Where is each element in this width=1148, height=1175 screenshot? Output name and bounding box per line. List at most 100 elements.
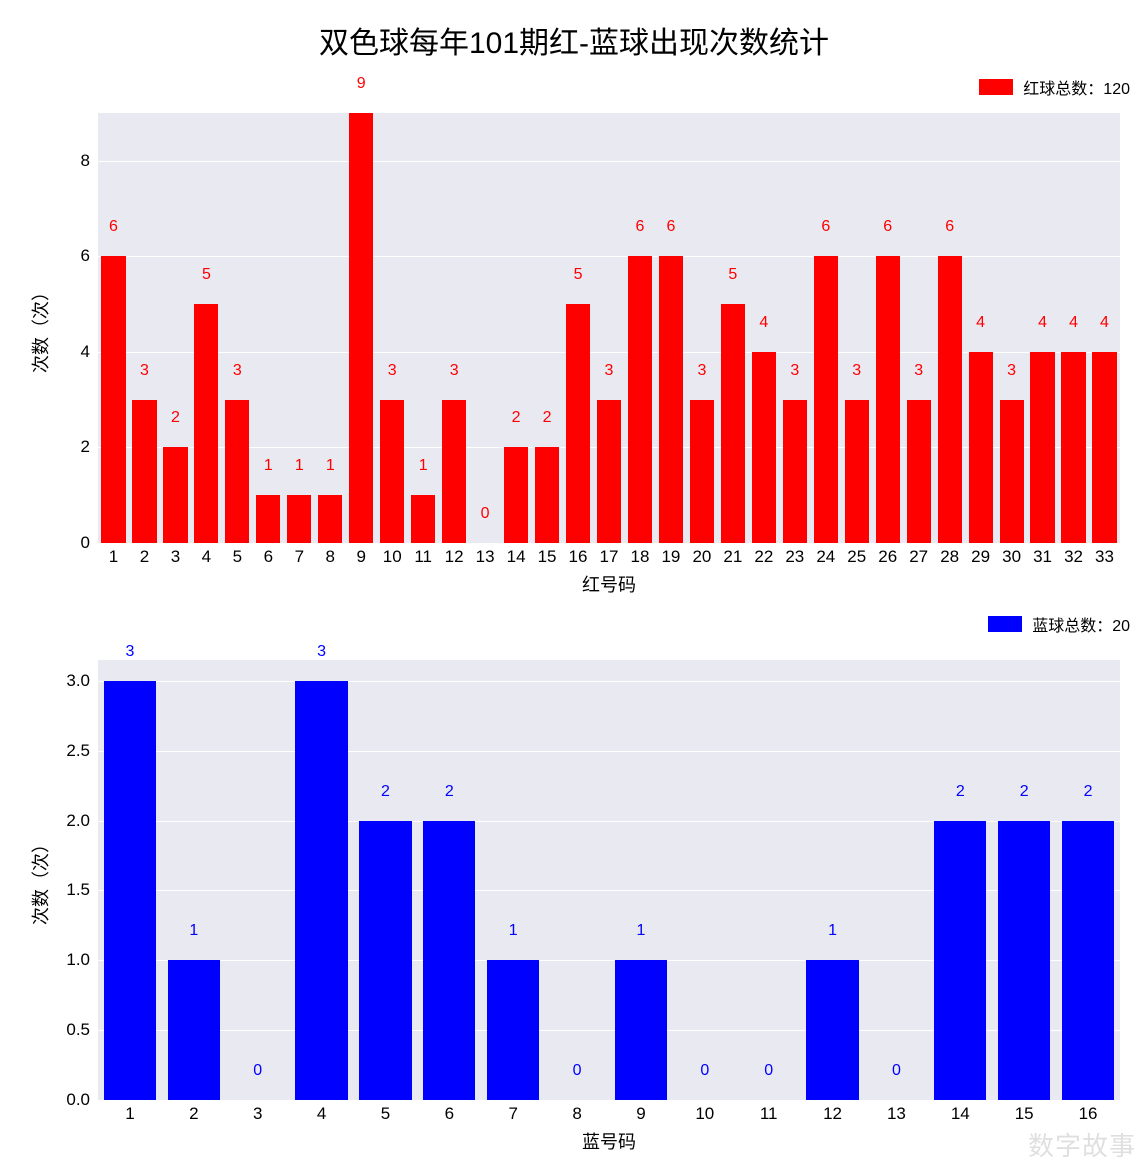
bar <box>287 495 311 543</box>
x-tick-label: 2 <box>140 543 149 567</box>
bar-value-label: 2 <box>160 409 191 427</box>
x-tick-label: 12 <box>823 1100 842 1124</box>
x-tick-label: 14 <box>951 1100 970 1124</box>
legend-red-label: 红球总数：120 <box>1023 75 1130 99</box>
bar-value-label: 3 <box>290 643 354 661</box>
x-tick-label: 20 <box>692 543 711 567</box>
bar-value-label: 2 <box>992 783 1056 801</box>
bar-value-label: 4 <box>1089 314 1120 332</box>
x-tick-label: 10 <box>695 1100 714 1124</box>
bar <box>597 400 621 543</box>
gridline <box>98 681 1120 682</box>
bar-value-label: 4 <box>748 314 779 332</box>
x-tick-label: 24 <box>816 543 835 567</box>
bar-value-label: 0 <box>865 1062 929 1080</box>
x-tick-label: 11 <box>760 1100 778 1124</box>
x-tick-label: 13 <box>887 1100 906 1124</box>
bar-value-label: 3 <box>779 362 810 380</box>
bar-value-label: 1 <box>253 457 284 475</box>
bar <box>359 821 411 1100</box>
x-tick-label: 14 <box>507 543 526 567</box>
x-tick-label: 7 <box>508 1100 517 1124</box>
bar <box>295 681 347 1100</box>
bar <box>969 352 993 543</box>
bar-value-label: 6 <box>810 218 841 236</box>
gridline <box>98 161 1120 162</box>
x-tick-label: 15 <box>1015 1100 1034 1124</box>
bar-value-label: 3 <box>841 362 872 380</box>
bar-value-label: 1 <box>162 922 226 940</box>
bar-value-label: 2 <box>354 783 418 801</box>
y-tick-label: 0.0 <box>66 1090 98 1110</box>
bar-value-label: 1 <box>315 457 346 475</box>
bar-value-label: 1 <box>481 922 545 940</box>
bar <box>814 256 838 543</box>
bar <box>615 960 667 1100</box>
x-tick-label: 3 <box>171 543 180 567</box>
bar-value-label: 4 <box>1058 314 1089 332</box>
y-tick-label: 2.0 <box>66 811 98 831</box>
bar-value-label: 1 <box>408 457 439 475</box>
legend-red-swatch <box>979 79 1013 95</box>
bar <box>163 447 187 543</box>
y-tick-label: 1.0 <box>66 950 98 970</box>
x-tick-label: 23 <box>785 543 804 567</box>
bar-value-label: 5 <box>717 266 748 284</box>
x-tick-label: 30 <box>1002 543 1021 567</box>
bar <box>1062 821 1114 1100</box>
bar-value-label: 6 <box>934 218 965 236</box>
bar <box>380 400 404 543</box>
y-tick-label: 3.0 <box>66 671 98 691</box>
bar <box>104 681 156 1100</box>
bar-value-label: 5 <box>191 266 222 284</box>
red-y-axis-label: 次数（次） <box>27 283 53 373</box>
x-tick-label: 12 <box>445 543 464 567</box>
bar-value-label: 1 <box>609 922 673 940</box>
x-tick-label: 16 <box>1079 1100 1098 1124</box>
y-tick-label: 0 <box>81 533 98 553</box>
bar <box>411 495 435 543</box>
bar <box>1030 352 1054 543</box>
y-tick-label: 4 <box>81 342 98 362</box>
legend-blue-swatch <box>988 616 1022 632</box>
bar <box>907 400 931 543</box>
bar <box>225 400 249 543</box>
bar-value-label: 2 <box>928 783 992 801</box>
x-tick-label: 7 <box>295 543 304 567</box>
x-tick-label: 13 <box>476 543 495 567</box>
bar-value-label: 3 <box>129 362 160 380</box>
bar <box>256 495 280 543</box>
bar <box>349 113 373 543</box>
x-tick-label: 19 <box>661 543 680 567</box>
x-tick-label: 6 <box>264 543 273 567</box>
bar <box>535 447 559 543</box>
x-tick-label: 18 <box>631 543 650 567</box>
x-tick-label: 29 <box>971 543 990 567</box>
x-tick-label: 6 <box>445 1100 454 1124</box>
bar-value-label: 4 <box>965 314 996 332</box>
bar <box>752 352 776 543</box>
bar <box>938 256 962 543</box>
bar <box>806 960 858 1100</box>
bar-value-label: 2 <box>1056 783 1120 801</box>
x-tick-label: 4 <box>202 543 211 567</box>
x-tick-label: 10 <box>383 543 402 567</box>
bar <box>504 447 528 543</box>
bar-value-label: 0 <box>673 1062 737 1080</box>
blue-x-axis-label: 蓝号码 <box>582 1100 636 1154</box>
bar <box>845 400 869 543</box>
bar-value-label: 3 <box>222 362 253 380</box>
legend-blue-label: 蓝球总数：20 <box>1032 612 1130 636</box>
bar-value-label: 4 <box>1027 314 1058 332</box>
bar-value-label: 0 <box>545 1062 609 1080</box>
bar <box>423 821 475 1100</box>
x-tick-label: 21 <box>723 543 742 567</box>
bar-value-label: 0 <box>226 1062 290 1080</box>
gridline <box>98 256 1120 257</box>
blue-chart-area: 次数（次） 蓝号码 0.00.51.01.52.02.53.0311203342… <box>98 660 1120 1100</box>
x-tick-label: 1 <box>109 543 118 567</box>
legend-blue: 蓝球总数：20 <box>988 612 1130 636</box>
bar <box>998 821 1050 1100</box>
bar-value-label: 3 <box>377 362 408 380</box>
x-tick-label: 22 <box>754 543 773 567</box>
